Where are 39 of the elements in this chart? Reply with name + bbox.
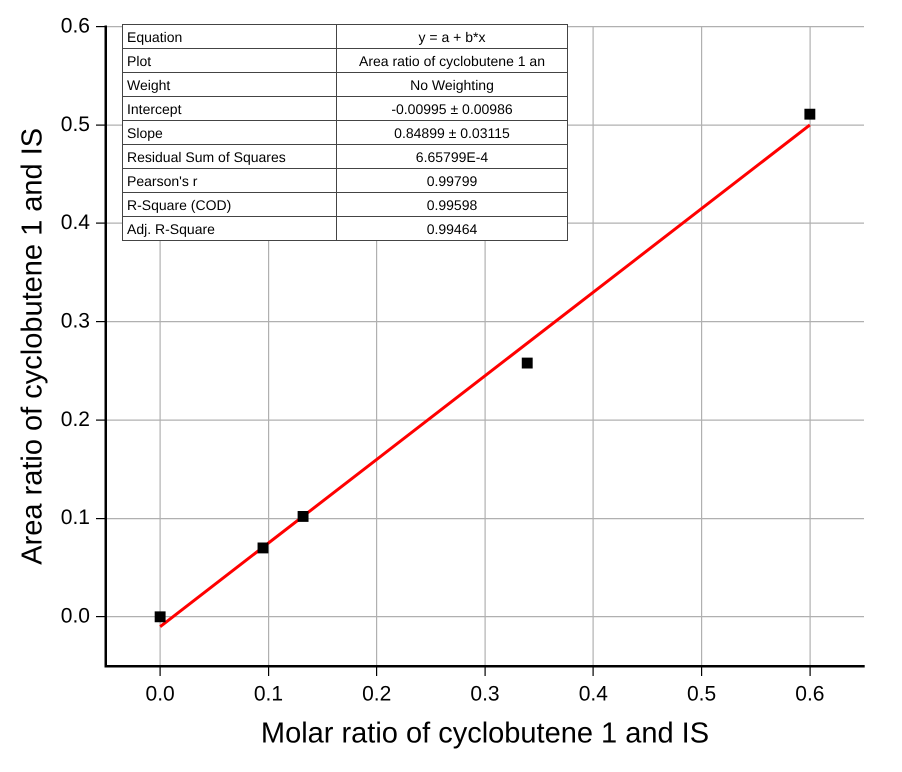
annotation: Adj. R-Square xyxy=(122,216,336,240)
annotation: Intercept xyxy=(122,96,336,120)
annotation: Slope xyxy=(122,120,336,144)
y-tick-label: 0.4 xyxy=(60,211,90,234)
annotation: 6.65799E-4 xyxy=(336,144,568,168)
point xyxy=(804,108,816,120)
y-axis-title: Area ratio of cyclobutene 1 and IS xyxy=(16,128,48,565)
annotation: 0.99464 xyxy=(336,216,568,240)
y-tick-label: 0.2 xyxy=(60,408,90,431)
y-tick-label: 0.5 xyxy=(60,112,90,136)
point xyxy=(522,358,533,368)
y-tick-label: 0.6 xyxy=(60,14,90,38)
x-tick-label: 0.0 xyxy=(146,682,175,706)
annotation: Residual Sum of Squares xyxy=(122,144,336,168)
y-tick-label: 0.1 xyxy=(60,506,90,530)
annotation: Area ratio of cyclobutene 1 an xyxy=(336,48,568,72)
point xyxy=(298,511,309,522)
x-tick-label: 0.1 xyxy=(254,682,284,706)
x-tick-label: 0.6 xyxy=(795,682,824,706)
x-tick-label: 0.2 xyxy=(362,682,392,706)
annotation: Equation xyxy=(122,24,336,48)
x-axis-title: Molar ratio of cyclobutene 1 and IS xyxy=(260,718,710,750)
point xyxy=(258,542,268,554)
annotation: No Weighting xyxy=(336,72,568,96)
y-tick-label: 0.3 xyxy=(60,310,90,333)
annotation: Pearson's r xyxy=(122,168,336,192)
point xyxy=(154,611,166,622)
y-tick-label: 0.0 xyxy=(60,604,90,628)
annotation: -0.00995 ± 0.00986 xyxy=(336,96,568,120)
annotation: y = a + b*x xyxy=(336,24,568,48)
annotation: 0.84899 ± 0.03115 xyxy=(336,120,568,144)
x-tick-label: 0.4 xyxy=(578,682,608,706)
x-tick-label: 0.3 xyxy=(470,682,500,706)
annotation: 0.99598 xyxy=(336,192,568,216)
annotation: R-Square (COD) xyxy=(122,192,336,216)
x-tick-label: 0.5 xyxy=(686,682,716,706)
annotation: Plot xyxy=(122,48,336,72)
annotation: Weight xyxy=(122,72,336,96)
annotation: 0.99799 xyxy=(336,168,568,192)
